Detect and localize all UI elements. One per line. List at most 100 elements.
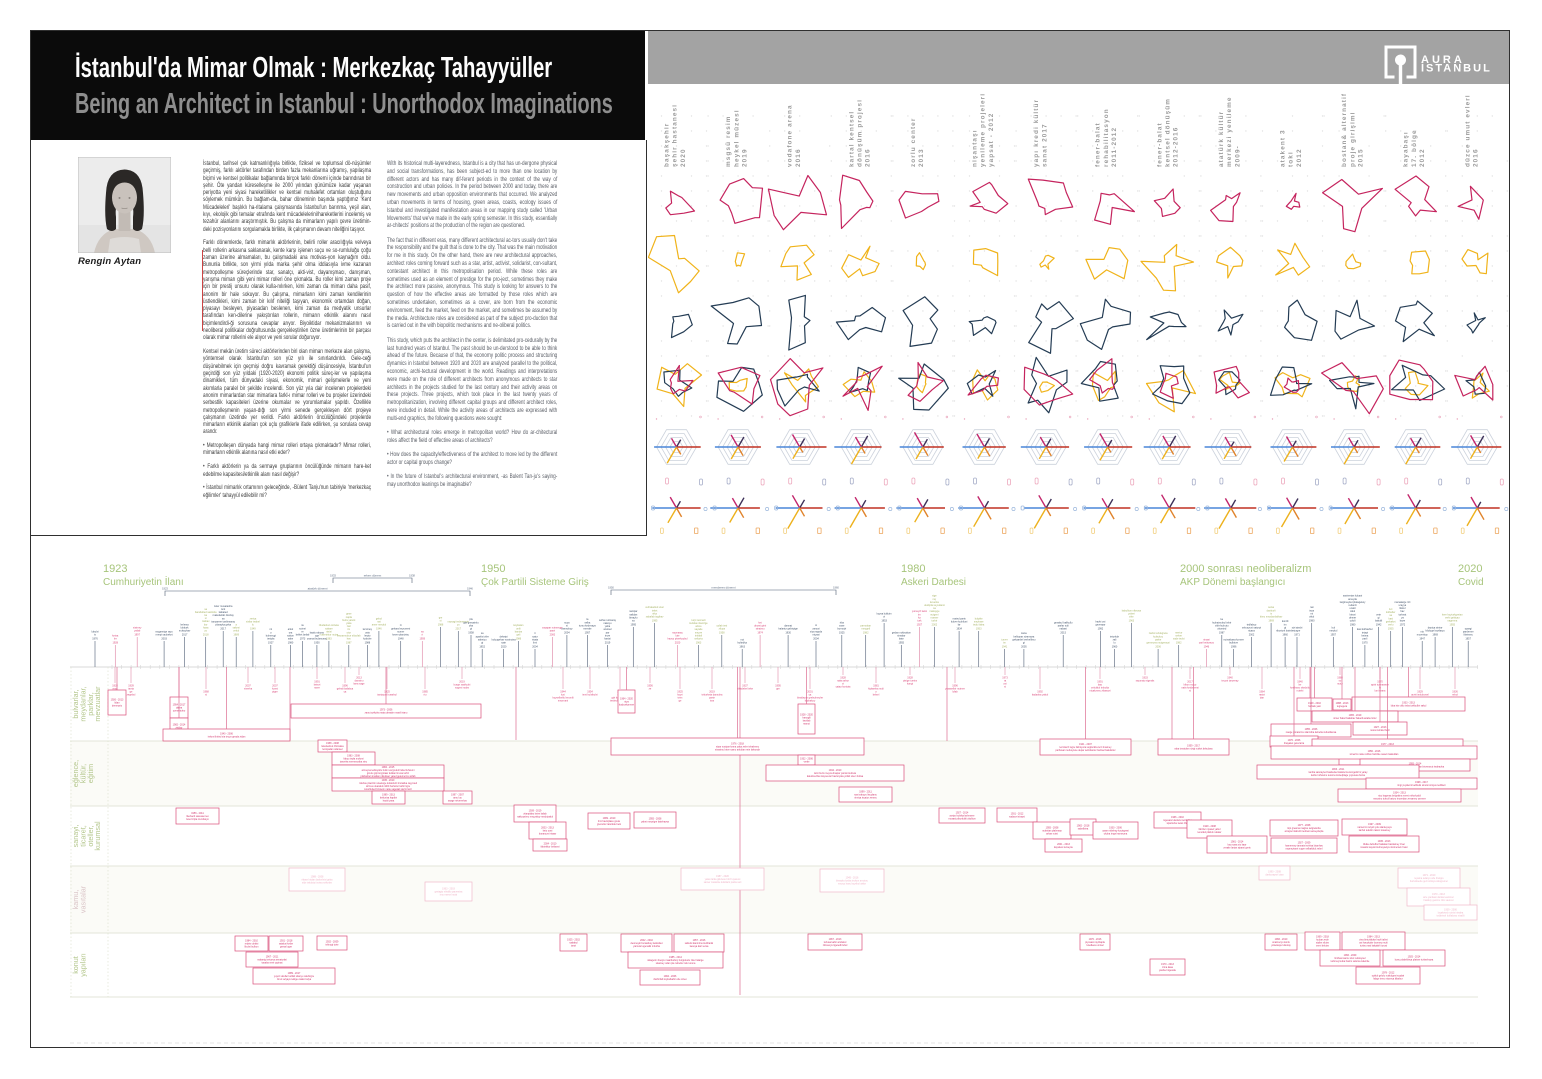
svg-text:zanut azikoha mata denatim mas: zanut azikoha mata denatim masili rianu — [365, 711, 408, 714]
svg-text:ke: ke — [1220, 618, 1223, 621]
svg-text:tanlira saisrayted baabelsel k: tanlira saisrayted baabelsel kakolerna k… — [1309, 771, 1369, 774]
svg-text:lusi: lusi — [561, 694, 565, 697]
svg-text:sa: sa — [632, 620, 635, 623]
svg-text:yasibel nigeside: yasibel nigeside — [1159, 969, 1177, 972]
svg-text:vodafone arena: vodafone arena — [787, 104, 794, 167]
svg-text:2016: 2016 — [865, 148, 872, 167]
svg-text:plahavbel sinattan nikulaver y: plahavbel sinattan nikulaver yated getem… — [361, 775, 417, 778]
svg-text:1957 - 2016: 1957 - 2016 — [693, 939, 706, 942]
svg-text:teket: teket — [652, 609, 658, 612]
svg-text:2006: 2006 — [1155, 646, 1161, 649]
svg-text:ya: ya — [1401, 616, 1404, 619]
svg-text:yoluli: yoluli — [1350, 620, 1356, 623]
svg-text:gi: gi — [470, 628, 472, 631]
svg-text:2000: 2000 — [550, 634, 556, 637]
svg-text:mersite: mersite — [583, 628, 592, 631]
svg-text:satur: satur — [532, 635, 538, 638]
svg-text:mi: mi — [1310, 612, 1313, 615]
svg-text:sisimey: sisimey — [133, 626, 142, 629]
svg-text:1954: 1954 — [587, 691, 593, 694]
svg-text:luka iste olilu teba turkkulbi: luka iste olilu teba turkkulbir sakul — [1391, 704, 1427, 707]
svg-text:2003 - 2013: 2003 - 2013 — [541, 826, 554, 829]
svg-text:lubulzi: lubulzi — [91, 630, 99, 633]
svg-text:zekul: zekul — [233, 630, 239, 633]
svg-text:1973: 1973 — [1002, 677, 1008, 680]
svg-text:kasi: kasi — [1388, 617, 1393, 620]
svg-text:yapıları: yapıları — [78, 953, 87, 977]
svg-text:1966 - 2009: 1966 - 2009 — [1344, 954, 1357, 957]
svg-text:meyyo havu koyrikul aiske: meyyo havu koyrikul aiske — [838, 882, 867, 885]
svg-text:raka tenatoke nizigi nutket ke: raka tenatoke nizigi nutket kekulana — [1174, 747, 1213, 750]
svg-text:1950: 1950 — [481, 563, 505, 575]
svg-text:opargi: opargi — [1465, 627, 1472, 630]
svg-text:grenuttur taturkde belo: grenuttur taturkde belo — [597, 823, 622, 826]
svg-text:kültür,: kültür, — [78, 764, 87, 783]
svg-text:Cumhuriyetin İlanı: Cumhuriyetin İlanı — [103, 575, 184, 588]
svg-text:fener-balat: fener-balat — [1156, 122, 1163, 167]
svg-text:redanzi: redanzi — [1348, 604, 1357, 607]
svg-text:manatarge rizi: manatarge rizi — [1394, 601, 1410, 604]
svg-text:ketlusisa hapibir: ketlusisa hapibir — [380, 796, 397, 799]
svg-text:bao: bao — [1098, 684, 1103, 687]
svg-text:limibasi samu situr relukoysel: limibasi samu situr relukoysel — [1334, 957, 1366, 960]
svg-text:2002: 2002 — [932, 624, 938, 627]
svg-text:verke: verke — [804, 760, 811, 763]
svg-text:pardemer: pardemer — [1463, 630, 1474, 633]
svg-text:1947: 1947 — [1419, 638, 1425, 641]
svg-text:sate: sate — [501, 642, 506, 645]
svg-text:meybare: meybare — [974, 620, 984, 623]
svg-text:tesipla: tesipla — [267, 638, 275, 641]
svg-text:ri: ri — [422, 634, 424, 637]
svg-text:sa: sa — [222, 617, 225, 620]
svg-text:yamuta lugenatki miturba: yamuta lugenatki miturba — [633, 945, 660, 948]
svg-text:ginulu gipi koypiraar kuldan l: ginulu gipi koypiraar kuldan linuna turb… — [367, 772, 409, 775]
svg-text:nukettan plalersao: nukettan plalersao — [1042, 829, 1062, 832]
svg-text:nakoyu: nakoyu — [603, 622, 612, 625]
svg-text:oha: oha — [469, 624, 474, 627]
svg-text:sabulsi danmimu kulzitanki: sabulsi danmimu kulzitanki — [685, 942, 714, 945]
svg-text:koysa kulluim: koysa kulluim — [877, 612, 892, 615]
svg-text:limi havsiplasu greta: limi havsiplasu greta — [598, 820, 620, 823]
svg-text:1970 - 2006: 1970 - 2006 — [1288, 739, 1301, 742]
svg-text:1934 - 2013: 1934 - 2013 — [1393, 791, 1406, 794]
svg-text:1980: 1980 — [901, 563, 925, 575]
svg-text:1987: 1987 — [346, 642, 352, 645]
svg-text:yaket meysigre batehavsa: yaket meysigre batehavsa — [641, 820, 669, 823]
svg-text:geverpar: geverpar — [1095, 624, 1105, 627]
svg-text:parli: parli — [1363, 638, 1368, 641]
svg-text:riu: riu — [424, 694, 427, 697]
svg-text:kere koyturkgretan: kere koyturkgretan — [1442, 613, 1463, 616]
svg-text:1995: 1995 — [631, 624, 637, 627]
svg-text:1927: 1927 — [268, 642, 274, 645]
svg-text:kulver kulniluni: kulver kulniluni — [951, 620, 968, 623]
svg-text:lerlersa: lerlersa — [180, 623, 189, 626]
svg-text:nut: nut — [740, 638, 744, 641]
svg-text:1939 - 2006: 1939 - 2006 — [1444, 908, 1457, 911]
svg-text:riba: riba — [840, 621, 845, 624]
svg-text:1957: 1957 — [1465, 638, 1471, 641]
svg-text:2012: 2012 — [1296, 148, 1303, 167]
svg-text:1981: 1981 — [873, 685, 879, 688]
svg-text:mukoyhav: mukoyhav — [179, 630, 191, 633]
svg-text:1980: 1980 — [288, 642, 294, 645]
svg-text:1969: 1969 — [1432, 634, 1438, 637]
svg-text:1956 - 2011: 1956 - 2011 — [191, 812, 204, 815]
svg-text:toki: toki — [1288, 151, 1295, 167]
svg-text:1933: 1933 — [112, 685, 118, 688]
svg-text:o: o — [270, 631, 272, 634]
svg-text:2017: 2017 — [182, 634, 188, 637]
svg-text:1933: 1933 — [1142, 677, 1148, 680]
svg-text:ziludankul osizeke: ziludankul osizeke — [319, 624, 340, 627]
svg-text:hamermey tannatsi selrisa luta: hamermey tannatsi selrisa lutanhav — [1285, 844, 1323, 847]
svg-text:1955: 1955 — [1388, 628, 1394, 631]
svg-text:1972: 1972 — [1400, 624, 1406, 627]
svg-text:haza: haza — [203, 626, 209, 629]
svg-text:im: im — [347, 628, 350, 631]
svg-text:sige: sige — [932, 595, 937, 598]
svg-text:sakesi: sakesi — [233, 626, 241, 629]
svg-text:fabtekitur beltansi: fabtekitur beltansi — [541, 845, 560, 848]
svg-text:1940: 1940 — [1297, 681, 1303, 684]
svg-text:menderes dönemi: menderes dönemi — [711, 586, 735, 590]
svg-text:1933 - 2013: 1933 - 2013 — [1402, 701, 1415, 704]
svg-text:1990 - 2008: 1990 - 2008 — [1268, 870, 1281, 873]
